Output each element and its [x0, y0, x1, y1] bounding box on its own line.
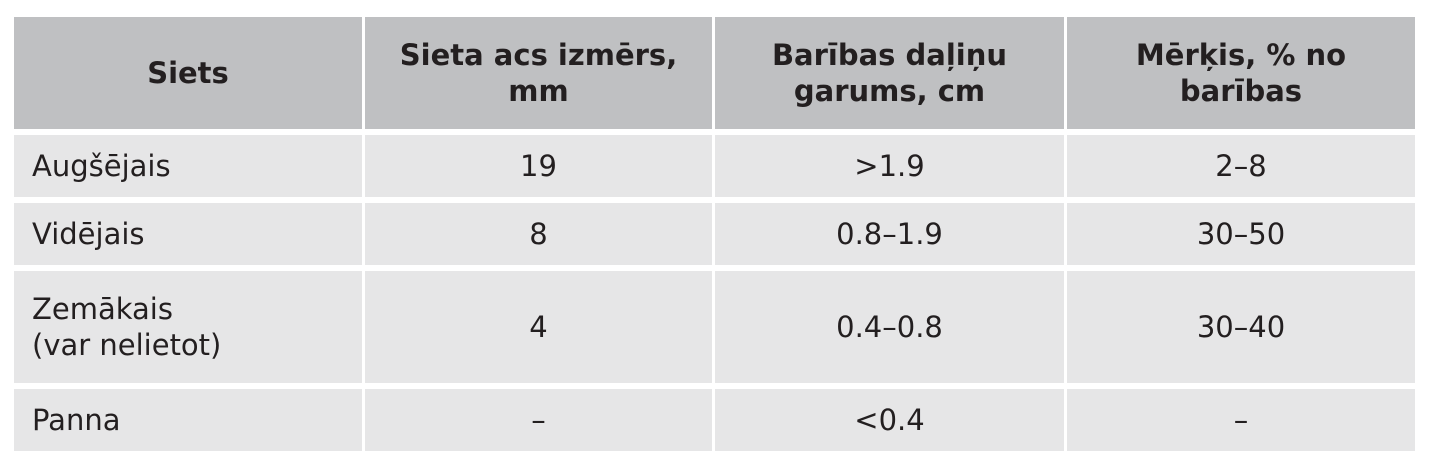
row-label: Zemākais (var nelietot)	[14, 271, 362, 383]
header-cell: Mērķis, % no barības	[1067, 17, 1415, 129]
table-cell: 2–8	[1067, 135, 1415, 197]
table-row: Zemākais (var nelietot) 4 0.4–0.8 30–40	[14, 271, 1415, 383]
table-cell: 19	[365, 135, 712, 197]
table-cell: 30–50	[1067, 203, 1415, 265]
table-cell: <0.4	[715, 389, 1064, 451]
table-cell: 4	[365, 271, 712, 383]
table-cell: 8	[365, 203, 712, 265]
header-cell: Sieta acs izmērs, mm	[365, 17, 712, 129]
table-row: Panna – <0.4–	[14, 389, 1415, 451]
table-cell: 0.4–0.8	[715, 271, 1064, 383]
sieve-table: Siets Sieta acs izmērs, mm Barības daļiņu …	[11, 11, 1418, 457]
table-cell: 0.8–1.9	[715, 203, 1064, 265]
table-cell: –	[365, 389, 712, 451]
table-cell: –	[1067, 389, 1415, 451]
header-row: Siets Sieta acs izmērs, mm Barības daļiņu …	[14, 17, 1415, 129]
table-body: Augšējais 19 >1.9 2–8 Vidējais 8 0.8–1.9 30–50 Z…	[14, 135, 1415, 451]
table-row: Augšējais 19 >1.9 2–8	[14, 135, 1415, 197]
table-cell: 30–40	[1067, 271, 1415, 383]
header-cell: Siets	[14, 17, 362, 129]
table-header: Siets Sieta acs izmērs, mm Barības daļiņu …	[14, 17, 1415, 129]
row-label: Augšējais	[14, 135, 362, 197]
row-label: Vidējais	[14, 203, 362, 265]
header-cell: Barības daļiņu garums, cm	[715, 17, 1064, 129]
row-label: Panna	[14, 389, 362, 451]
table-row: Vidējais 8 0.8–1.9 30–50	[14, 203, 1415, 265]
table-cell: >1.9	[715, 135, 1064, 197]
